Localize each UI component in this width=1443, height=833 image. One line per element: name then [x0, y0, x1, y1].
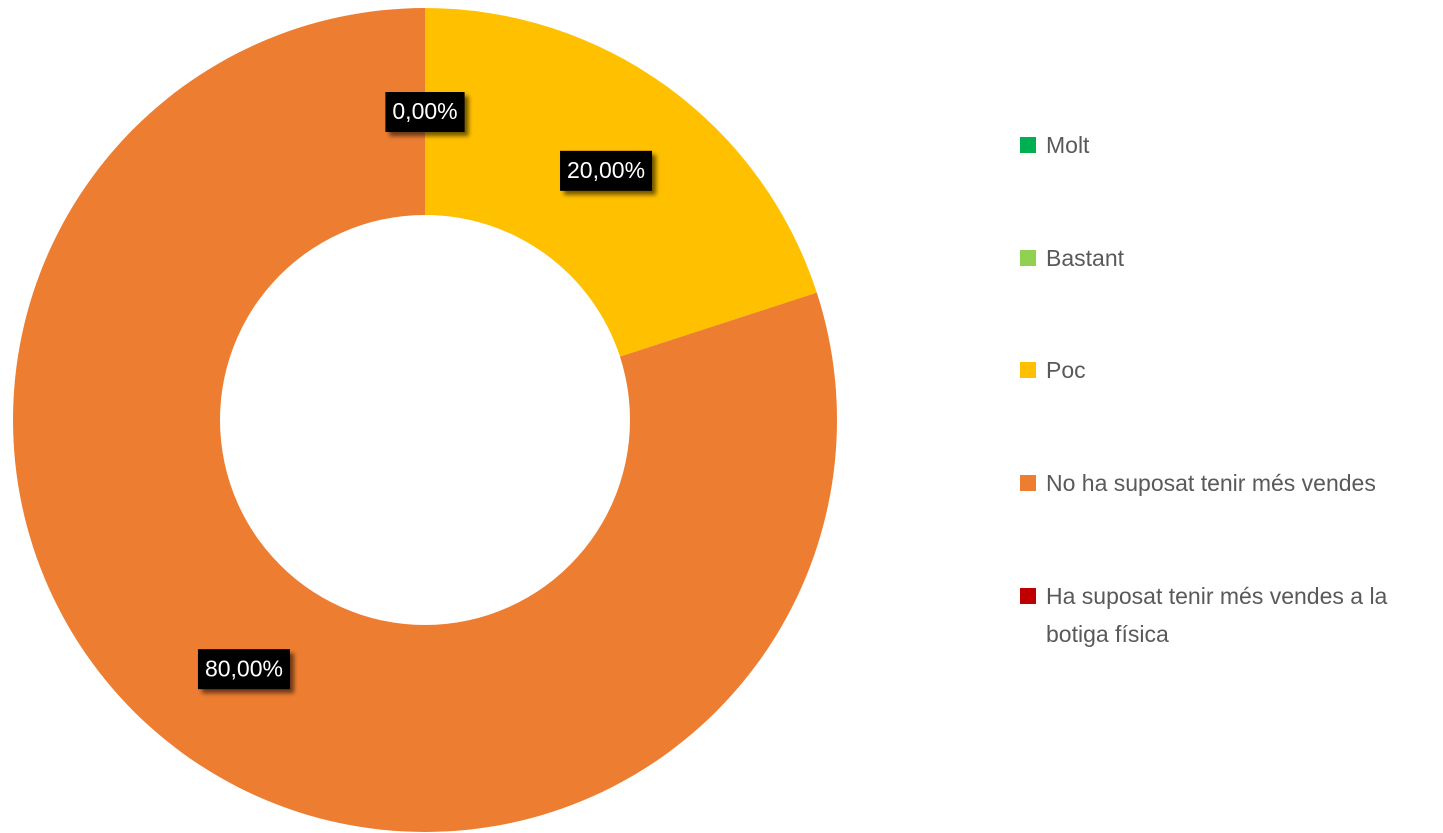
legend-swatch	[1020, 362, 1036, 378]
data-label: 20,00%	[560, 150, 653, 191]
legend-swatch	[1020, 250, 1036, 266]
data-label-box	[560, 150, 653, 191]
data-label-text: 20,00%	[567, 157, 645, 183]
donut-slice	[12, 8, 837, 832]
legend-label: Poc	[1046, 357, 1086, 383]
legend-label: Molt	[1046, 132, 1090, 158]
legend-swatch	[1020, 137, 1036, 153]
legend-swatch	[1020, 588, 1036, 604]
legend-label: No ha suposat tenir més vendes	[1046, 470, 1376, 496]
data-label-text: 80,00%	[205, 655, 283, 681]
legend-item: Molt	[1020, 126, 1430, 164]
legend-item: No ha suposat tenir més vendes	[1020, 464, 1430, 502]
data-label-box	[385, 92, 465, 132]
legend-item: Poc	[1020, 351, 1430, 389]
data-label-box	[197, 649, 290, 690]
legend-swatch	[1020, 475, 1036, 491]
legend-item: Bastant	[1020, 239, 1430, 277]
legend-label: Bastant	[1046, 245, 1124, 271]
data-label: 0,00%	[385, 92, 465, 132]
legend-label: Ha suposat tenir més vendes a la botiga …	[1046, 583, 1388, 647]
data-label-text: 0,00%	[392, 98, 457, 124]
data-label: 80,00%	[197, 649, 290, 690]
legend-item: Ha suposat tenir més vendes a la botiga …	[1020, 577, 1430, 653]
